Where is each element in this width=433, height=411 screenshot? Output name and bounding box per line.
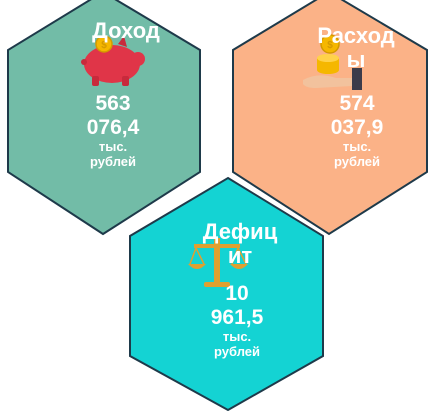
expense-title-line1: Расход [317, 23, 395, 48]
expense-amount: 574 037,9 тыс. рублей [302, 92, 412, 170]
deficit-amount: 10 961,5 тыс. рублей [182, 282, 292, 360]
expense-title: Расход ы [296, 23, 416, 73]
coins-hand-icon: $ [303, 34, 362, 90]
svg-text:$: $ [327, 40, 333, 51]
expense-amount-line2: 037,9 [330, 116, 384, 140]
income-unit-line2: рублей [89, 154, 136, 170]
income-amount-line2: 076,4 [86, 116, 140, 140]
expense-title-line2: ы [346, 47, 366, 73]
expense-unit-line2: рублей [333, 154, 380, 170]
expense-hexagon [232, 0, 428, 236]
deficit-unit-line2: рублей [213, 344, 260, 360]
income-hexagon [7, 0, 201, 236]
scales-icon [188, 238, 248, 287]
income-amount-line1: 563 [95, 92, 131, 115]
deficit-amount-line1: 10 [225, 282, 249, 305]
deficit-unit-line1: тыс. [222, 329, 252, 345]
deficit-title: Дефиц ит [180, 219, 300, 269]
deficit-amount-line2: 961,5 [210, 306, 264, 330]
deficit-title-line1: Дефиц [202, 219, 278, 244]
svg-text:$: $ [101, 40, 107, 51]
income-unit-line1: тыс. [98, 139, 128, 155]
piggy-bank-icon: $ [81, 35, 145, 86]
income-amount: 563 076,4 тыс. рублей [58, 92, 168, 170]
income-title: Доход [92, 18, 160, 43]
expense-amount-line1: 574 [339, 92, 375, 115]
expense-unit-line1: тыс. [342, 139, 372, 155]
deficit-hexagon [129, 176, 324, 411]
deficit-title-line2: ит [227, 243, 253, 269]
